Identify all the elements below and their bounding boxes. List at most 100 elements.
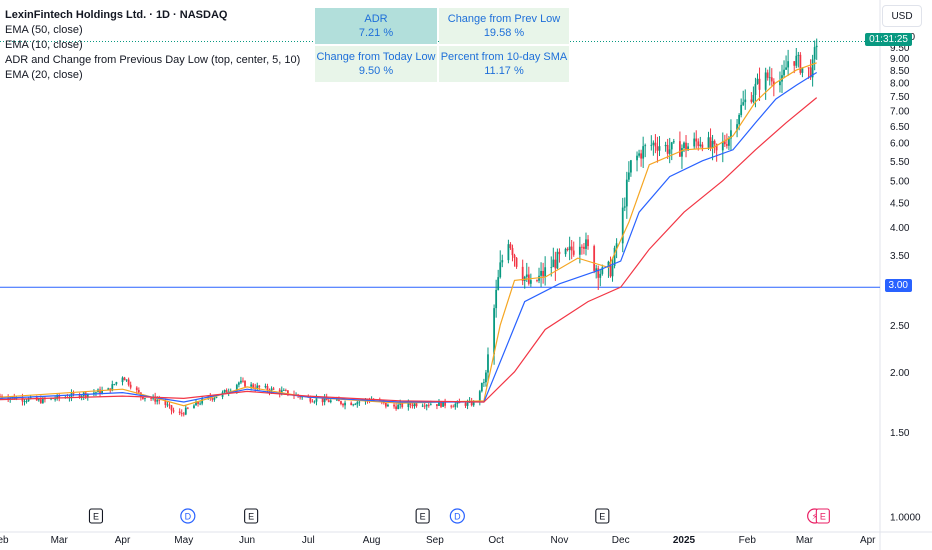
candle-body	[158, 399, 161, 401]
candle-body	[244, 380, 246, 387]
candle-body	[270, 388, 273, 392]
candle-body	[568, 246, 571, 250]
candle-body	[585, 239, 587, 249]
candle-body	[793, 61, 796, 66]
earnings-marker	[415, 508, 430, 524]
candle-body	[311, 401, 314, 403]
earnings-marker	[244, 508, 259, 524]
study-ema50[interactable]: EMA (50, close)	[5, 24, 83, 36]
stats-label: Change from Today Low	[316, 51, 436, 63]
candle-body	[499, 262, 502, 278]
candle-body	[272, 388, 275, 390]
candle-body	[21, 397, 24, 402]
candle-body	[668, 149, 671, 154]
candle-body	[815, 45, 818, 48]
candle-body	[525, 274, 528, 277]
candle-body	[699, 144, 702, 146]
candle-body	[679, 141, 681, 157]
x-tick-label: Apr	[115, 535, 131, 546]
candle-body	[750, 99, 753, 102]
candle-body	[201, 398, 204, 404]
candle-body	[178, 411, 181, 413]
candle-body	[723, 141, 726, 145]
candle-body	[342, 403, 344, 406]
candle-body	[552, 259, 555, 268]
stats-label: Change from Prev Low	[447, 13, 561, 25]
candle-body	[350, 402, 353, 406]
dividend-marker	[180, 508, 196, 524]
candle-body	[415, 403, 418, 407]
candle-body	[654, 142, 657, 147]
candle-body	[154, 396, 157, 402]
candle-body	[515, 257, 518, 267]
candle-body	[125, 379, 128, 381]
candle-body	[313, 401, 316, 403]
candle-body	[164, 400, 167, 405]
last-price-countdown: 01:31:25	[865, 33, 912, 47]
study-adr[interactable]: ADR and Change from Previous Day Low (to…	[5, 54, 301, 66]
candle-body	[738, 114, 741, 125]
candle-body	[186, 407, 189, 409]
candle-body	[266, 386, 269, 391]
candle-body	[558, 251, 561, 255]
candle-body	[401, 402, 404, 408]
y-tick-label: 1.50	[890, 428, 910, 439]
candle-body	[797, 54, 800, 56]
earnings-marker	[815, 508, 830, 524]
ema-line	[0, 62, 817, 407]
candle-body	[135, 387, 138, 391]
candle-body	[799, 54, 802, 73]
candle-body	[438, 401, 440, 406]
candle-body	[352, 404, 355, 406]
study-ema20[interactable]: EMA (20, close)	[5, 69, 83, 81]
currency-button[interactable]: USD	[882, 5, 922, 27]
candle-body	[578, 246, 581, 255]
candle-body	[99, 389, 101, 394]
candle-body	[811, 59, 814, 78]
candle-body	[95, 392, 97, 394]
candle-body	[25, 401, 28, 402]
earnings-marker	[595, 508, 610, 524]
candle-body	[650, 144, 653, 146]
candle-body	[182, 413, 185, 415]
candle-body	[687, 146, 689, 151]
candle-body	[770, 77, 773, 82]
candle-body	[121, 377, 124, 383]
y-tick-label: 8.50	[890, 66, 910, 77]
candle-body	[423, 405, 426, 407]
candle-body	[554, 259, 557, 269]
y-tick-label: 6.00	[890, 139, 910, 150]
y-tick-label: 5.00	[890, 177, 910, 188]
candle-body	[436, 404, 438, 406]
candle-body	[587, 239, 589, 247]
y-tick-label: 6.50	[890, 122, 910, 133]
stats-cell-percent-sma: Percent from 10-day SMA 11.17 %	[439, 46, 569, 82]
x-tick-label: Feb	[739, 535, 757, 546]
candle-body	[756, 78, 759, 84]
candle-body	[170, 405, 173, 411]
candle-body	[123, 377, 126, 381]
stats-value: 9.50 %	[358, 65, 394, 77]
candle-body	[284, 390, 287, 391]
candle-body	[278, 389, 281, 394]
candle-body	[354, 404, 357, 406]
candle-body	[609, 261, 612, 277]
candle-body	[23, 401, 26, 403]
candle-body	[29, 396, 32, 399]
candle-body	[425, 404, 428, 407]
candle-body	[78, 394, 81, 398]
candle-body	[444, 401, 447, 406]
candle-body	[213, 398, 216, 400]
candle-body	[779, 81, 781, 86]
symbol-title[interactable]: LexinFintech Holdings Ltd. · 1D · NASDAQ	[5, 9, 228, 21]
candle-body	[697, 141, 700, 146]
candle-body	[581, 246, 583, 248]
earnings-marker-label: E	[820, 512, 826, 522]
ema-lines-layer	[0, 62, 818, 407]
candle-body	[9, 397, 12, 400]
candle-body	[478, 391, 481, 402]
candle-body	[813, 47, 816, 60]
study-ema10[interactable]: EMA (10, close)	[5, 39, 83, 51]
candle-body	[787, 61, 790, 68]
